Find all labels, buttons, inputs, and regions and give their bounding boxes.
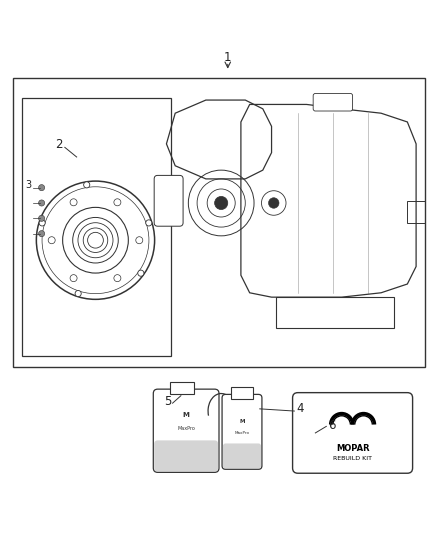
FancyBboxPatch shape	[231, 387, 253, 399]
Text: M: M	[239, 419, 245, 424]
Circle shape	[84, 182, 90, 188]
FancyBboxPatch shape	[293, 393, 413, 473]
FancyBboxPatch shape	[313, 93, 353, 111]
Circle shape	[39, 215, 45, 221]
Text: 4: 4	[296, 402, 304, 415]
Circle shape	[114, 199, 121, 206]
Text: MaxPro: MaxPro	[234, 431, 250, 435]
Text: 6: 6	[328, 418, 336, 432]
Text: M: M	[183, 413, 190, 418]
Circle shape	[136, 237, 143, 244]
Circle shape	[39, 200, 45, 206]
Circle shape	[39, 220, 45, 226]
Circle shape	[146, 220, 152, 226]
Text: 2: 2	[55, 138, 63, 151]
FancyBboxPatch shape	[222, 394, 262, 469]
Circle shape	[268, 198, 279, 208]
FancyBboxPatch shape	[223, 443, 261, 469]
Circle shape	[39, 231, 45, 237]
FancyBboxPatch shape	[22, 98, 171, 356]
Text: REBUILD KIT: REBUILD KIT	[333, 456, 372, 461]
Circle shape	[138, 270, 144, 276]
Circle shape	[75, 290, 81, 296]
FancyBboxPatch shape	[154, 440, 218, 472]
Text: 5: 5	[165, 395, 172, 408]
FancyBboxPatch shape	[154, 175, 183, 226]
Circle shape	[70, 274, 77, 281]
Circle shape	[114, 274, 121, 281]
Circle shape	[70, 199, 77, 206]
Text: MaxPro: MaxPro	[177, 426, 195, 431]
FancyBboxPatch shape	[170, 382, 194, 394]
Text: MOPAR: MOPAR	[336, 444, 369, 453]
FancyBboxPatch shape	[153, 389, 219, 472]
Circle shape	[215, 197, 228, 209]
Circle shape	[48, 237, 55, 244]
Text: 3: 3	[25, 181, 32, 190]
FancyBboxPatch shape	[13, 78, 425, 367]
Circle shape	[39, 184, 45, 191]
Text: 1: 1	[224, 51, 232, 63]
